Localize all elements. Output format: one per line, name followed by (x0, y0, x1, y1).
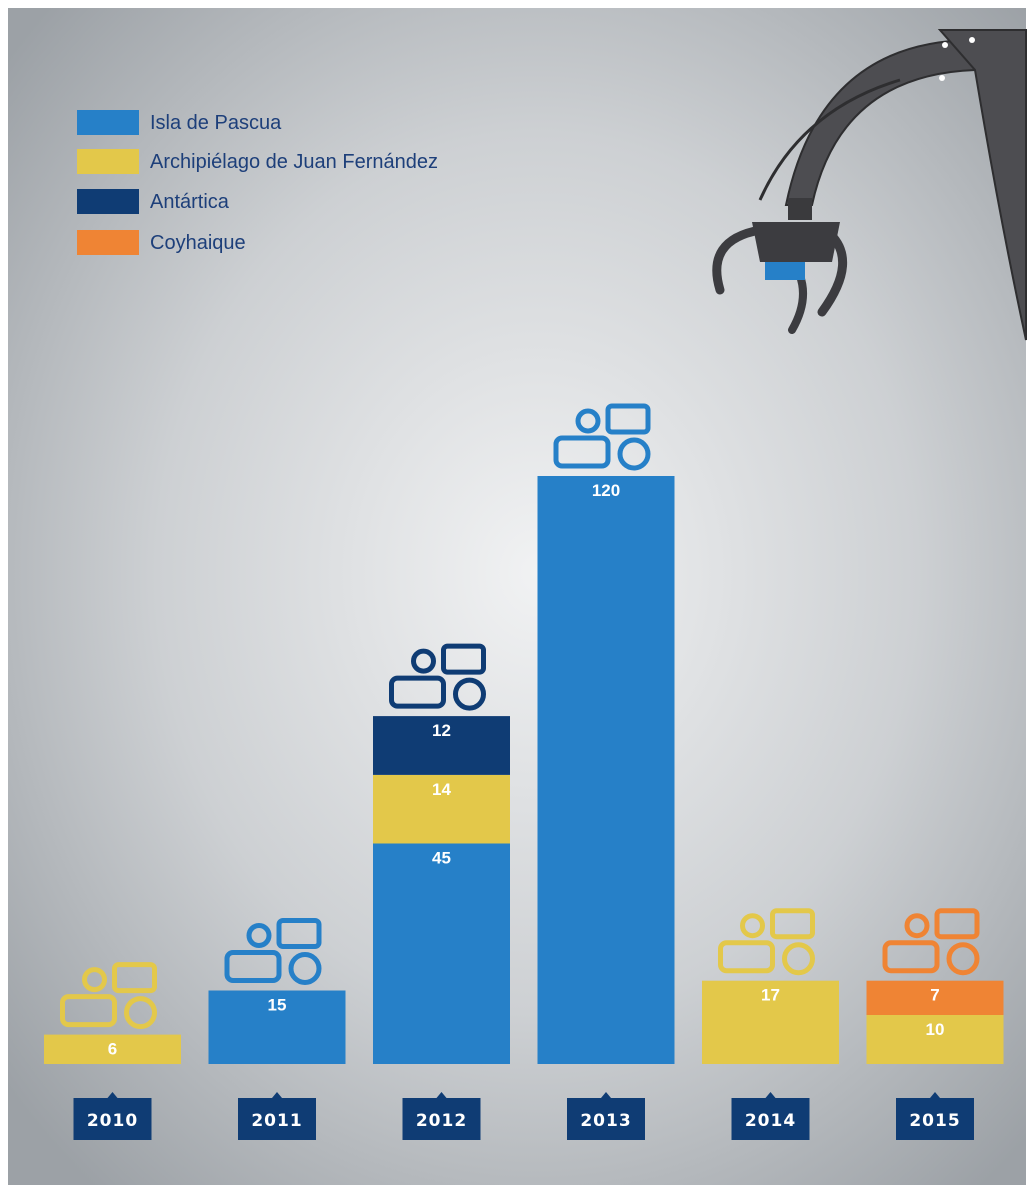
tick-label-2014: 2014 (745, 1111, 796, 1131)
chart-background (8, 8, 1026, 1185)
legend-label-coyhaique: Coyhaique (150, 232, 246, 254)
legend-item-isla-de-pascua: Isla de Pascua (77, 110, 282, 135)
scrap-pile-2012 (389, 643, 486, 711)
year-badge-2012 (402, 1098, 481, 1140)
scrap-pile-2013 (553, 403, 651, 471)
value-label-2015-archipielago-de-juan-fernandez: 10 (926, 1020, 945, 1039)
value-labels: 6 15 45 14 12 120 17 10 7 (108, 481, 945, 1059)
bar-2012-isla-de-pascua (373, 843, 510, 1064)
value-label-2012-antartica: 12 (432, 721, 451, 740)
year-badge-notch-2015 (930, 1092, 940, 1098)
bar-2015-archipielago-de-juan-fernandez (866, 1015, 1004, 1064)
bar-2015-coyhaique (866, 980, 1004, 1015)
year-badge-notch-2010 (107, 1092, 118, 1098)
bar-2013-isla-de-pascua (537, 476, 675, 1064)
scrap-pile-2015 (882, 908, 980, 976)
legend-label-isla-de-pascua: Isla de Pascua (150, 112, 282, 134)
legend-label-juan-fernandez: Archipiélago de Juan Fernández (150, 151, 438, 173)
legend-swatch-coyhaique (77, 230, 139, 255)
tick-label-2013: 2013 (580, 1111, 631, 1131)
bar-2010-archipielago-de-juan-fernandez (44, 1034, 181, 1064)
bars (44, 476, 1004, 1064)
tick-label-2010: 2010 (87, 1111, 138, 1131)
value-label-2012-archipielago-de-juan-fernandez: 14 (432, 780, 451, 799)
legend-swatch-isla-de-pascua (77, 110, 139, 135)
year-badge-2013 (567, 1098, 645, 1140)
value-label-2010-archipielago-de-juan-fernandez: 6 (108, 1040, 117, 1059)
year-badge-2010 (73, 1098, 152, 1140)
bar-2011-isla-de-pascua (208, 990, 346, 1064)
value-label-2011-isla-de-pascua: 15 (268, 996, 287, 1015)
bar-2012-antartica (373, 716, 510, 775)
value-label-2013-isla-de-pascua: 120 (592, 481, 620, 500)
scrap-pile-2011 (224, 918, 322, 985)
year-badge-2011 (238, 1098, 316, 1140)
legend-swatch-juan-fernandez (77, 149, 139, 174)
bar-2014-archipielago-de-juan-fernandez (702, 980, 839, 1064)
year-axis: 2010 2011 2012 2013 2014 2015 (73, 1092, 974, 1140)
tick-label-2012: 2012 (416, 1111, 467, 1131)
year-badge-notch-2011 (272, 1092, 282, 1098)
value-label-2015-coyhaique: 7 (930, 986, 939, 1005)
legend-label-antartica: Antártica (150, 191, 230, 213)
scrap-pile-2014 (718, 908, 815, 976)
legend-item-coyhaique: Coyhaique (77, 230, 246, 255)
legend: Isla de Pascua Archipiélago de Juan Fern… (77, 110, 438, 255)
crane-illustration (712, 29, 1027, 341)
legend-item-antartica: Antártica (77, 189, 230, 214)
year-badge-notch-2014 (765, 1092, 776, 1098)
tick-label-2015: 2015 (909, 1111, 960, 1131)
value-label-2014-archipielago-de-juan-fernandez: 17 (761, 986, 780, 1005)
bar-2012-archipielago-de-juan-fernandez (373, 774, 510, 844)
value-label-2012-isla-de-pascua: 45 (432, 849, 451, 868)
legend-swatch-antartica (77, 189, 139, 214)
year-badge-2014 (731, 1098, 810, 1140)
year-badge-2015 (896, 1098, 974, 1140)
legend-item-juan-fernandez: Archipiélago de Juan Fernández (77, 149, 438, 174)
year-badge-notch-2013 (601, 1092, 611, 1098)
year-badge-notch-2012 (436, 1092, 447, 1098)
scrap-pile-2010 (60, 962, 157, 1030)
scrap-decorations (60, 403, 980, 1030)
tick-label-2011: 2011 (251, 1111, 302, 1131)
